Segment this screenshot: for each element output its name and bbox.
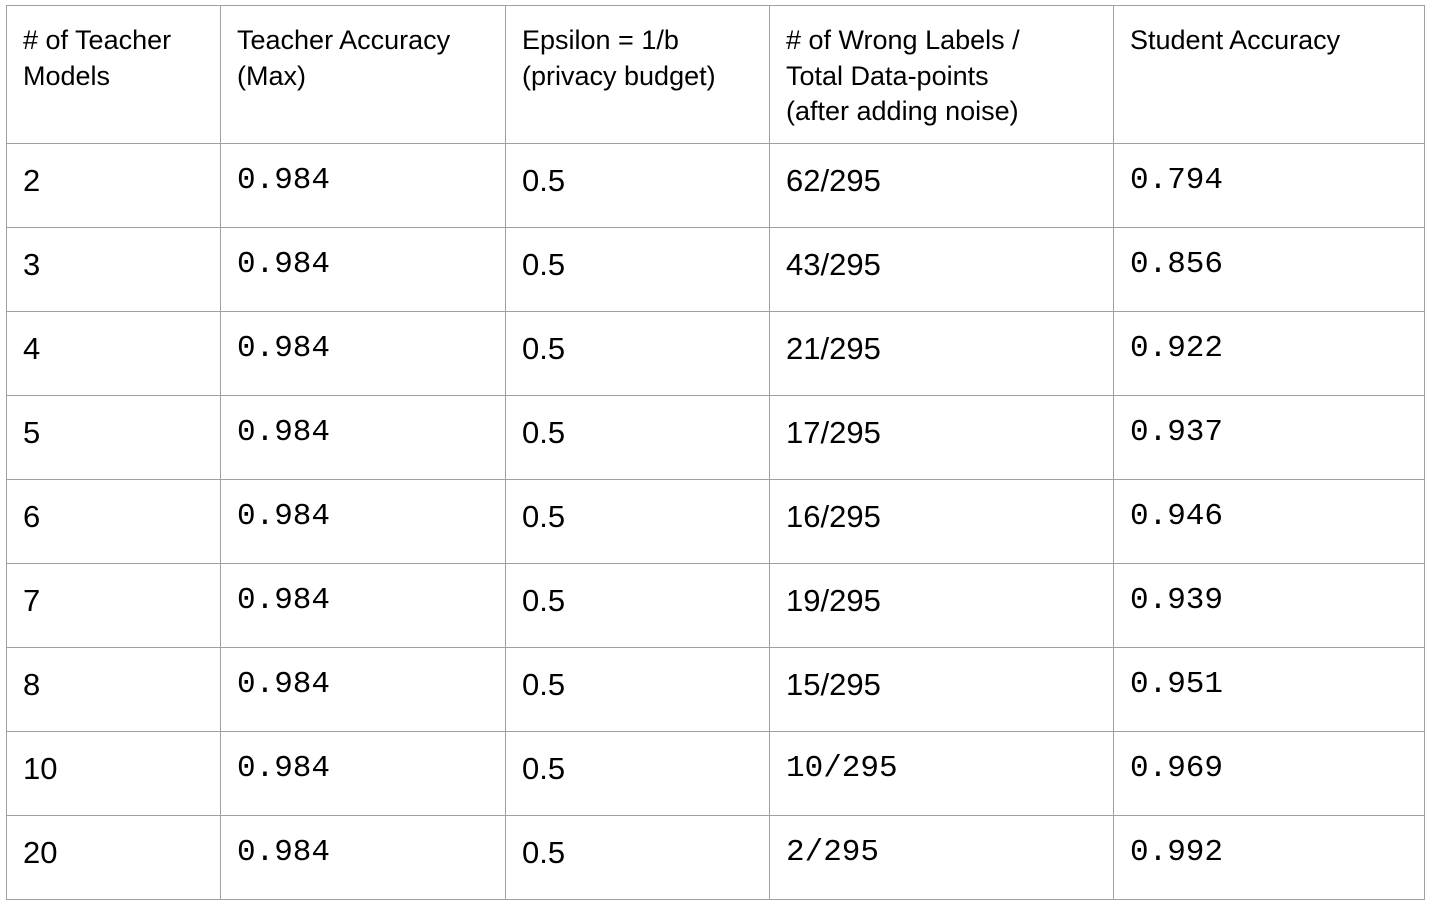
cell-teacher-accuracy: 0.984 xyxy=(220,479,506,564)
cell-teachers: 10 xyxy=(6,731,221,816)
table-row: 8 0.984 0.5 15/295 0.951 xyxy=(6,647,1425,732)
cell-teachers: 7 xyxy=(6,563,221,648)
cell-student-accuracy: 0.969 xyxy=(1113,731,1425,816)
cell-teachers: 8 xyxy=(6,647,221,732)
cell-student-accuracy: 0.937 xyxy=(1113,395,1425,480)
table-row: 3 0.984 0.5 43/295 0.856 xyxy=(6,227,1425,312)
header-line: Models xyxy=(23,60,111,91)
header-epsilon: Epsilon = 1/b (privacy budget) xyxy=(505,5,770,144)
cell-epsilon: 0.5 xyxy=(505,227,770,312)
header-wrong-labels: # of Wrong Labels / Total Data-points (aft… xyxy=(769,5,1114,144)
cell-wrong-labels: 19/295 xyxy=(769,563,1114,648)
cell-wrong-labels: 62/295 xyxy=(769,143,1114,228)
cell-epsilon: 0.5 xyxy=(505,311,770,396)
cell-epsilon: 0.5 xyxy=(505,647,770,732)
cell-student-accuracy: 0.794 xyxy=(1113,143,1425,228)
cell-epsilon: 0.5 xyxy=(505,731,770,816)
cell-teachers: 4 xyxy=(6,311,221,396)
cell-wrong-labels: 43/295 xyxy=(769,227,1114,312)
cell-epsilon: 0.5 xyxy=(505,815,770,900)
table-row: 5 0.984 0.5 17/295 0.937 xyxy=(6,395,1425,480)
cell-teacher-accuracy: 0.984 xyxy=(220,395,506,480)
header-line: # of Teacher xyxy=(23,25,172,55)
cell-wrong-labels: 10/295 xyxy=(769,731,1114,816)
cell-epsilon: 0.5 xyxy=(505,143,770,228)
cell-wrong-labels: 15/295 xyxy=(769,647,1114,732)
cell-teachers: 3 xyxy=(6,227,221,312)
cell-student-accuracy: 0.951 xyxy=(1113,647,1425,732)
cell-teacher-accuracy: 0.984 xyxy=(220,815,506,900)
header-line: # of Wrong Labels / xyxy=(786,25,1020,55)
cell-student-accuracy: 0.922 xyxy=(1113,311,1425,396)
cell-wrong-labels: 2/295 xyxy=(769,815,1114,900)
header-line: (privacy budget) xyxy=(522,60,716,91)
table-row: 10 0.984 0.5 10/295 0.969 xyxy=(6,731,1425,816)
cell-student-accuracy: 0.946 xyxy=(1113,479,1425,564)
cell-teacher-accuracy: 0.984 xyxy=(220,311,506,396)
cell-wrong-labels: 16/295 xyxy=(769,479,1114,564)
cell-epsilon: 0.5 xyxy=(505,395,770,480)
cell-teacher-accuracy: 0.984 xyxy=(220,227,506,312)
header-line: Total Data-points xyxy=(786,60,989,91)
cell-student-accuracy: 0.939 xyxy=(1113,563,1425,648)
cell-teacher-accuracy: 0.984 xyxy=(220,563,506,648)
table-row: 6 0.984 0.5 16/295 0.946 xyxy=(6,479,1425,564)
header-line: Epsilon = 1/b xyxy=(522,25,679,55)
header-line: Teacher Accuracy xyxy=(237,25,451,55)
cell-teacher-accuracy: 0.984 xyxy=(220,143,506,228)
header-line: (after adding noise) xyxy=(786,96,1019,126)
header-line: (Max) xyxy=(237,60,306,91)
cell-epsilon: 0.5 xyxy=(505,479,770,564)
table-row: 4 0.984 0.5 21/295 0.922 xyxy=(6,311,1425,396)
cell-teachers: 20 xyxy=(6,815,221,900)
header-teacher-accuracy: Teacher Accuracy (Max) xyxy=(220,5,506,144)
header-row: # of Teacher Models Teacher Accuracy (Max)… xyxy=(6,5,1425,144)
cell-teacher-accuracy: 0.984 xyxy=(220,731,506,816)
header-teacher-models: # of Teacher Models xyxy=(6,5,221,144)
cell-wrong-labels: 21/295 xyxy=(769,311,1114,396)
cell-teachers: 6 xyxy=(6,479,221,564)
table-row: 20 0.984 0.5 2/295 0.992 xyxy=(6,815,1425,900)
cell-epsilon: 0.5 xyxy=(505,563,770,648)
table-row: 2 0.984 0.5 62/295 0.794 xyxy=(6,143,1425,228)
cell-student-accuracy: 0.992 xyxy=(1113,815,1425,900)
table-row: 7 0.984 0.5 19/295 0.939 xyxy=(6,563,1425,648)
cell-teachers: 2 xyxy=(6,143,221,228)
header-student-accuracy: Student Accuracy xyxy=(1113,5,1425,144)
header-line: Student Accuracy xyxy=(1130,25,1341,55)
cell-teachers: 5 xyxy=(6,395,221,480)
cell-wrong-labels: 17/295 xyxy=(769,395,1114,480)
cell-teacher-accuracy: 0.984 xyxy=(220,647,506,732)
cell-student-accuracy: 0.856 xyxy=(1113,227,1425,312)
results-table: # of Teacher Models Teacher Accuracy (Max)… xyxy=(6,5,1425,900)
